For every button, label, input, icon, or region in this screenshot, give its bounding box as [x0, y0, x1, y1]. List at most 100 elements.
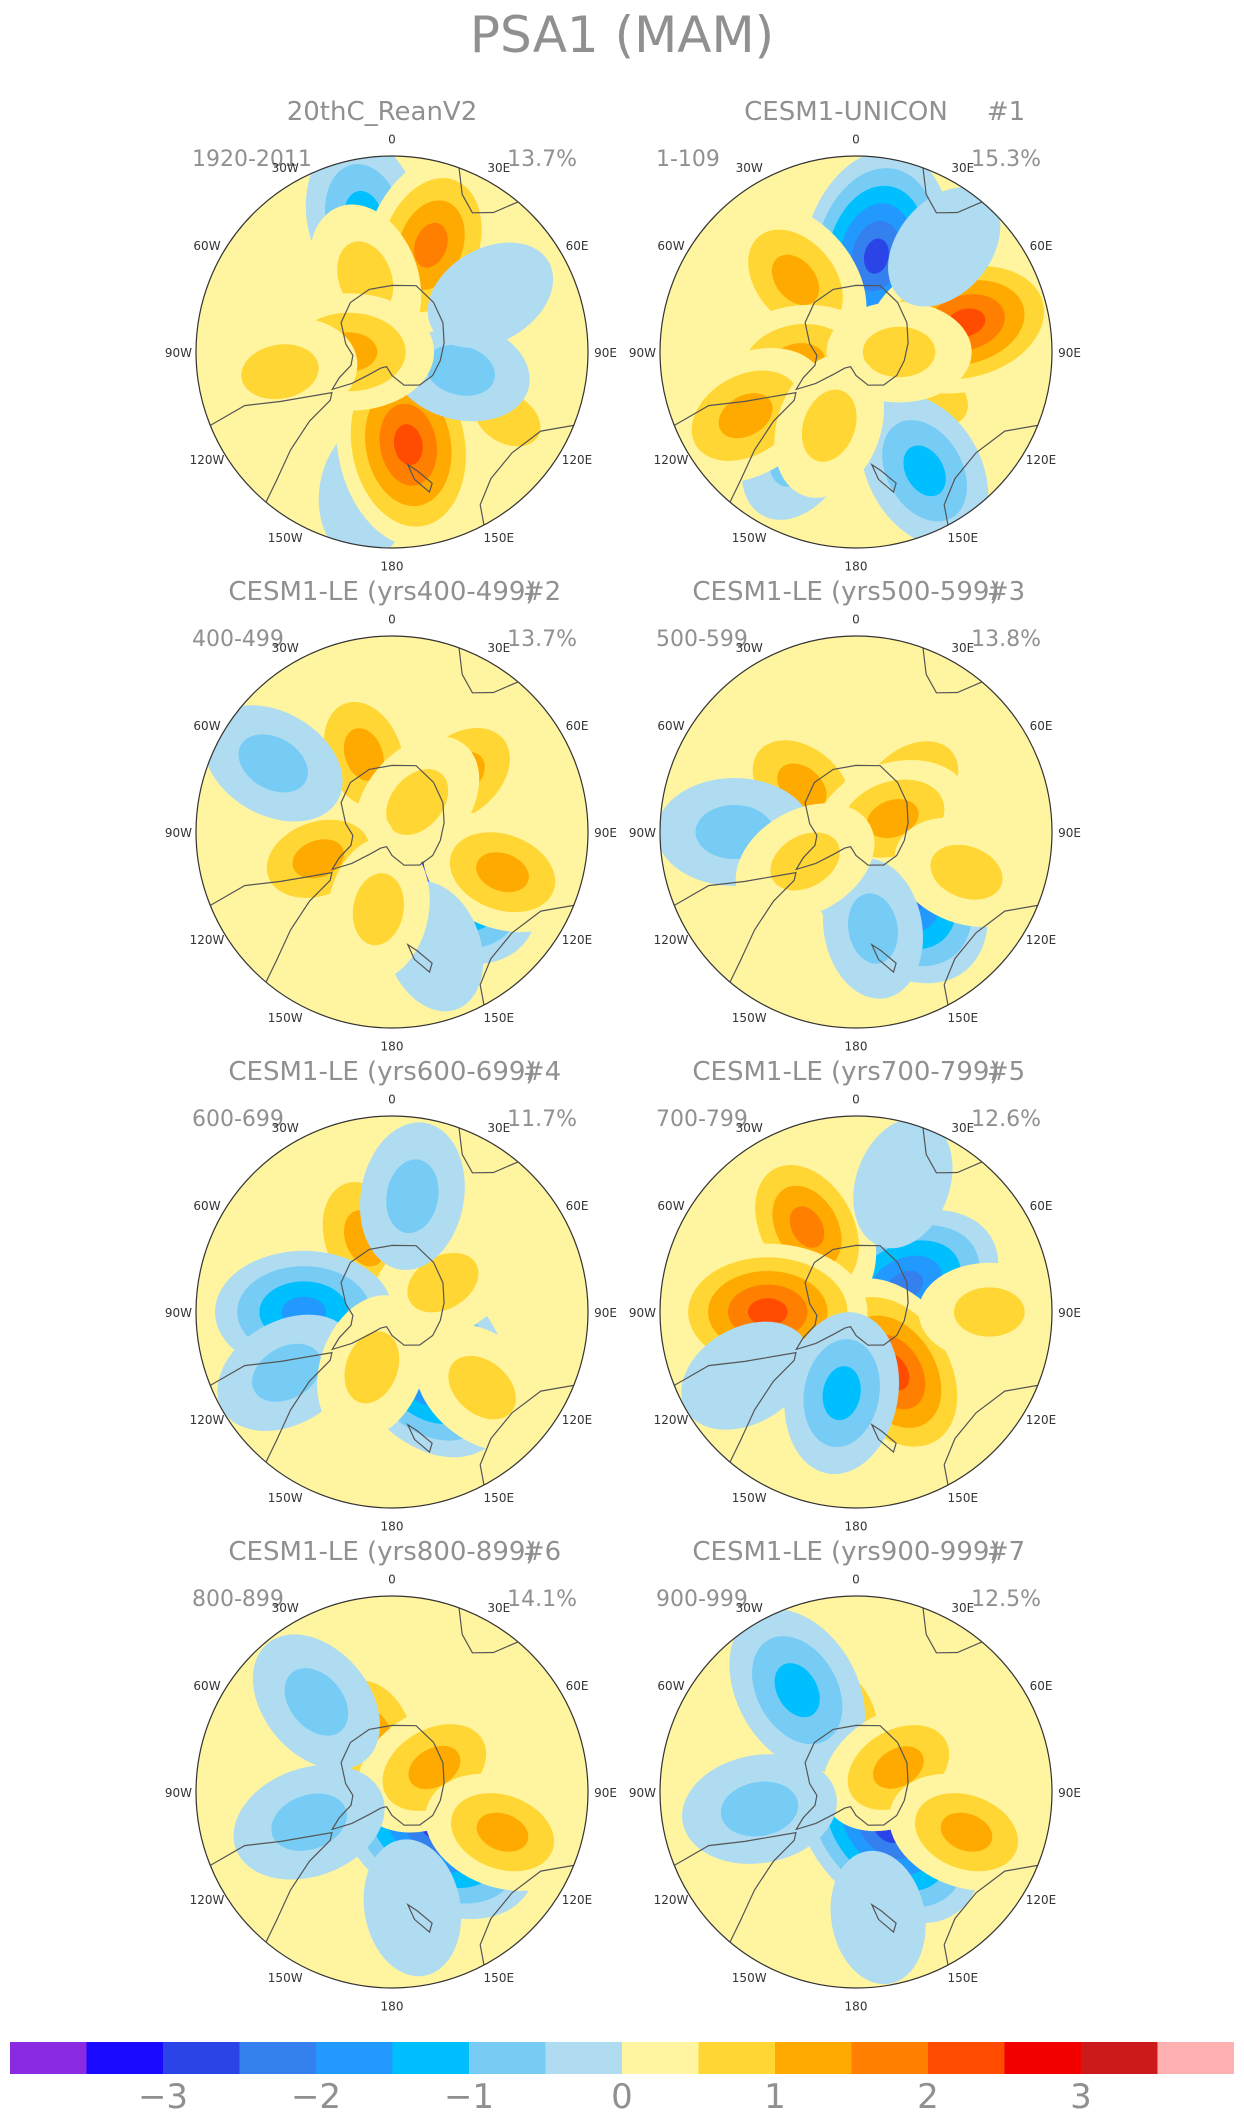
- longitude-label: 120W: [190, 933, 225, 947]
- new-zealand-coast: [406, 1422, 433, 1454]
- longitude-label: 0: [852, 1572, 860, 1586]
- australia-coast: [479, 424, 574, 526]
- south-america-coast: [674, 1351, 797, 1463]
- map-panel: CESM1-LE (yrs700-799)#5 700-799 12.6% 0 30E 6…: [629, 1057, 1081, 1534]
- colorbar-tick-label: 0: [611, 2077, 633, 2113]
- contour-level: [413, 222, 448, 268]
- colorbar-tick-label: −2: [291, 2077, 341, 2113]
- contour-level: [241, 344, 319, 400]
- longitude-label: 150W: [732, 531, 767, 545]
- longitude-label: 150E: [484, 1491, 515, 1505]
- contour-level: [953, 1287, 1025, 1337]
- longitude-label: 180: [845, 1520, 868, 1534]
- contour-level: [448, 1355, 516, 1420]
- longitude-label: 150E: [948, 1491, 979, 1505]
- colorbar-swatch: [1004, 2042, 1081, 2074]
- longitude-label: 120E: [1026, 1413, 1057, 1427]
- colorbar-tick-label: 1: [764, 2077, 786, 2113]
- coastlines: [674, 167, 1038, 526]
- colorbar-swatch: [775, 2042, 852, 2074]
- contour-level: [476, 1812, 529, 1852]
- contour-level: [476, 852, 529, 893]
- longitude-label: 150W: [268, 1971, 303, 1985]
- south-america-coast: [210, 1831, 333, 1943]
- panel-run-number: #1: [987, 97, 1025, 127]
- longitude-label: 150E: [484, 1011, 515, 1025]
- coastlines: [210, 1607, 574, 1966]
- longitude-label: 180: [381, 1040, 404, 1054]
- contour-level: [292, 839, 345, 879]
- panel-title: CESM1-LE (yrs800-899): [228, 1537, 535, 1567]
- longitude-label: 60W: [193, 719, 220, 733]
- map-border: [659, 155, 1053, 549]
- longitude-label: 150E: [948, 1011, 979, 1025]
- field-contours: [196, 1116, 588, 1508]
- south-america-coast: [210, 871, 333, 983]
- longitude-label: 120E: [562, 453, 593, 467]
- panel-run-number: #2: [523, 577, 561, 607]
- longitude-label: 120E: [562, 1413, 593, 1427]
- south-america-coast: [674, 391, 797, 503]
- contour-level: [718, 393, 773, 439]
- antarctica-coast: [330, 1724, 445, 1831]
- longitude-label: 120W: [190, 453, 225, 467]
- longitude-label: 90E: [594, 1306, 617, 1320]
- longitude-label: 30E: [951, 1601, 974, 1615]
- panel-variance: 12.6%: [971, 1107, 1041, 1132]
- longitude-label: 60W: [657, 239, 684, 253]
- contour-level: [408, 1745, 461, 1790]
- longitude-label: 150W: [268, 531, 303, 545]
- longitude-label: 150E: [948, 531, 979, 545]
- longitude-label: 90E: [594, 346, 617, 360]
- longitude-label: 120W: [654, 1893, 689, 1907]
- map-border: [659, 635, 1053, 1029]
- panel-title: CESM1-LE (yrs900-999): [692, 1537, 999, 1567]
- australia-coast: [479, 904, 574, 1006]
- longitude-label: 150W: [732, 1971, 767, 1985]
- longitude-label: 90W: [629, 1786, 656, 1800]
- contour-level: [252, 1343, 322, 1402]
- australia-coast: [943, 424, 1038, 526]
- longitude-label: 180: [381, 1520, 404, 1534]
- longitude-label: 30W: [272, 1121, 299, 1135]
- colorbar-swatch: [622, 2042, 699, 2074]
- longitude-label: 90W: [629, 1306, 656, 1320]
- contour-level: [720, 1781, 799, 1837]
- colorbar-swatch: [545, 2042, 622, 2074]
- field-contours: [660, 1596, 1052, 1988]
- africa-coast: [922, 1127, 983, 1174]
- contour-level: [238, 734, 308, 793]
- contour-level: [681, 1321, 811, 1430]
- coastlines: [210, 1127, 574, 1486]
- longitude-label: 90E: [594, 1786, 617, 1800]
- longitude-label: 0: [388, 1092, 396, 1106]
- new-zealand-coast: [870, 1422, 897, 1454]
- south-america-coast: [210, 391, 333, 503]
- panel-run-number: #6: [523, 1537, 561, 1567]
- longitude-label: 150W: [732, 1491, 767, 1505]
- panel-title: CESM1-LE (yrs600-699): [228, 1057, 535, 1087]
- contour-level: [393, 424, 423, 466]
- longitude-label: 30W: [736, 1601, 763, 1615]
- contour-level: [774, 1663, 820, 1718]
- colorbar: −3 −2 −1 0 1 2 3: [10, 2042, 1234, 2113]
- longitude-label: 120E: [1026, 1893, 1057, 1907]
- contour-level: [770, 832, 840, 891]
- panel-years: 600-699: [192, 1107, 284, 1132]
- contour-level: [747, 1298, 788, 1326]
- contour-level: [822, 1366, 861, 1421]
- panel-title: CESM1-LE (yrs400-499): [228, 577, 535, 607]
- field-contours: [196, 636, 588, 1028]
- longitude-label: 30E: [487, 1121, 510, 1135]
- longitude-label: 120W: [190, 1893, 225, 1907]
- contour-level: [888, 187, 1001, 307]
- map-panel: 20thC_ReanV2 1920-2011 13.7% 0 30E 60E 90E 120E…: [165, 97, 617, 574]
- longitude-label: 60E: [1030, 239, 1053, 253]
- contour-level: [344, 1331, 400, 1404]
- panel-variance: 13.7%: [507, 627, 577, 652]
- longitude-label: 90E: [1058, 826, 1081, 840]
- longitude-label: 180: [381, 560, 404, 574]
- longitude-label: 60W: [657, 1679, 684, 1693]
- colorbar-swatch: [698, 2042, 775, 2074]
